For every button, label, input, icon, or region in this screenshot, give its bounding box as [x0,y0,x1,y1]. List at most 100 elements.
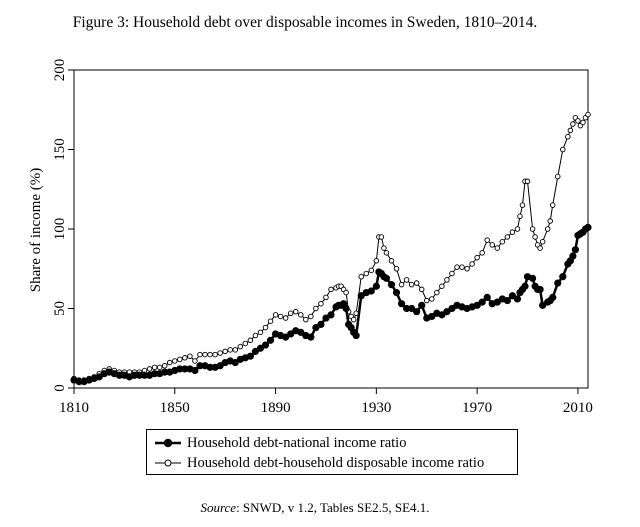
data-point [177,356,183,363]
data-point [504,234,511,240]
data-point [222,348,228,355]
data-point [166,359,173,366]
data-point [514,226,521,232]
data-point [323,294,329,301]
data-point [571,246,580,254]
data-point [181,365,189,373]
data-point [388,258,395,264]
data-point [343,289,349,296]
data-point [408,281,415,288]
data-point [528,274,537,282]
data-point [212,351,218,358]
chart-title: Figure 3: Household debt over disposable… [72,14,538,31]
data-point [547,218,553,224]
data-point [242,340,249,347]
x-tick-label: 1970 [462,400,492,416]
data-point [544,226,551,232]
data-point [327,311,335,319]
data-point [554,279,562,287]
plot-frame [73,69,589,389]
data-point [267,318,274,324]
series-line [73,226,589,383]
data-point [262,324,269,331]
data-point [232,347,239,353]
data-point [187,353,193,359]
data-point [403,277,410,283]
data-point [559,273,567,281]
data-point [352,331,360,340]
data-point [115,371,123,379]
data-point [469,261,475,267]
data-point [257,329,264,336]
data-point [266,336,275,344]
legend-label-national: Household debt-national income ratio [187,434,407,451]
x-tick-label: 2010 [563,400,593,416]
data-point [393,266,400,272]
data-point [397,300,406,308]
y-tick-label: 100 [52,218,68,241]
data-point [191,366,199,375]
data-point [387,281,396,289]
data-point [303,316,309,323]
data-point [382,274,391,282]
data-point [402,304,411,313]
data-point [483,293,491,301]
data-point [313,305,319,312]
data-point [172,358,178,364]
data-point [381,245,387,251]
plot-axes [73,69,589,389]
y-axis: 0 50 100 150 200 [52,59,74,392]
data-point [521,282,529,290]
x-tick-label: 1890 [261,400,291,416]
data-point [529,226,536,232]
source-label: Source [200,500,237,515]
data-point [202,351,208,358]
data-point [130,371,139,379]
data-point [418,301,426,309]
data-point [499,238,506,245]
y-tick-label: 150 [52,138,68,161]
data-point [537,245,543,251]
data-point [282,315,289,321]
data-point [449,270,455,277]
data-point [413,308,421,316]
data-point [75,378,83,386]
data-point [444,277,450,283]
data-point [570,121,576,127]
data-point [429,296,435,302]
data-point [434,289,440,296]
legend-item-disposable: Household debt-household disposable inco… [155,453,484,473]
legend-item-national: Household debt-national income ratio [155,433,406,453]
data-point [292,308,299,315]
open-circle-marker-icon [155,459,181,467]
data-point [479,250,485,256]
data-point [567,127,574,134]
data-point [555,173,561,180]
data-point [182,355,188,361]
data-point [252,332,259,339]
data-point [474,254,480,261]
data-point [423,297,430,304]
data-point [192,358,198,364]
x-tick-label: 1850 [160,400,190,416]
data-point [151,370,159,378]
data-point [298,312,304,318]
data-point [217,350,223,356]
data-point [575,118,581,124]
data-point [227,347,233,353]
data-point [207,351,213,358]
series-national-income [70,223,592,386]
data-point [367,287,375,295]
data-point [140,371,149,379]
data-point [318,300,324,307]
data-point [569,252,577,260]
data-point [246,352,254,360]
source-note: Source: SNWD, v 1.2, Tables SE2.5, SE4.1… [0,500,630,516]
data-point [378,234,385,240]
data-point [539,238,546,245]
data-point [585,111,591,118]
x-axis: 1810 1850 1890 1930 1970 2010 [59,388,593,416]
source-text: : SNWD, v 1.2, Tables SE2.5, SE4.1. [236,500,430,515]
data-point [536,285,544,294]
